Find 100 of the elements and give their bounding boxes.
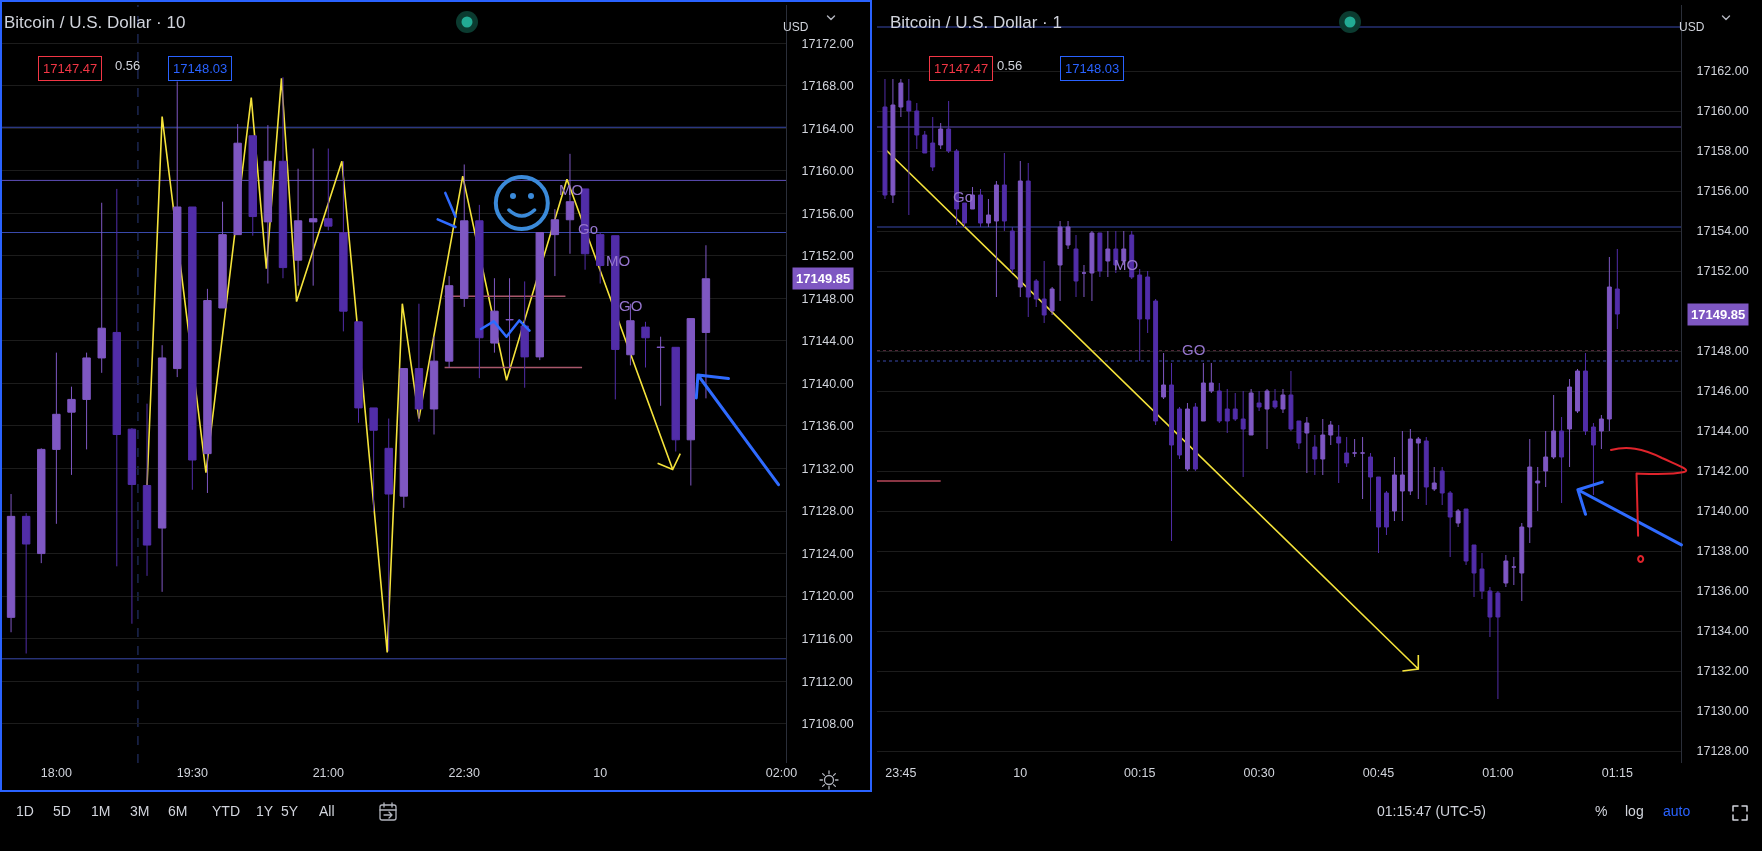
x-tick-label: 18:00 — [40, 765, 73, 780]
candlestick — [21, 512, 31, 654]
candlestick — [354, 321, 363, 424]
y-tick-label: 17140.00 — [801, 376, 854, 391]
candlestick — [1224, 388, 1230, 434]
y-tick-label: 17120.00 — [801, 589, 854, 604]
y-tick-label: 17160.00 — [1696, 104, 1749, 119]
text: 17149.85 — [796, 271, 851, 286]
candlestick — [263, 124, 273, 285]
candlestick — [962, 202, 968, 228]
annotation: USD — [783, 20, 809, 34]
y-tick-label: 17128.00 — [1696, 744, 1749, 759]
candlestick — [1511, 556, 1517, 586]
candlestick — [369, 407, 378, 512]
candlestick — [1001, 152, 1007, 232]
candlestick — [1304, 416, 1310, 474]
candlestick — [1248, 388, 1254, 436]
candlestick — [978, 188, 983, 228]
candlestick — [248, 135, 257, 237]
candlestick — [1017, 160, 1023, 298]
candlestick — [922, 130, 928, 154]
y-tick-label: 17152.00 — [801, 249, 854, 264]
candlestick — [1081, 264, 1087, 298]
candlestick — [1384, 490, 1389, 536]
candlestick — [173, 81, 182, 378]
candlestick — [157, 344, 167, 593]
candlestick — [475, 204, 484, 379]
candlestick — [1344, 436, 1350, 468]
text: log — [1625, 803, 1644, 819]
annotation: GO — [619, 297, 643, 314]
candlestick — [188, 206, 197, 491]
candlestick — [52, 352, 61, 525]
y-tick-label: 17136.00 — [801, 419, 854, 434]
candlestick — [1216, 382, 1222, 424]
x-tick-label: 02:00 — [765, 765, 798, 780]
candlestick — [535, 232, 544, 361]
text: All — [319, 803, 335, 819]
y-tick-label: 17160.00 — [801, 164, 854, 179]
y-tick-label: 17136.00 — [1696, 584, 1749, 599]
candlestick — [1033, 278, 1039, 308]
candlestick — [127, 427, 137, 625]
y-tick-label: 17156.00 — [801, 206, 854, 221]
candlestick — [1312, 434, 1318, 476]
y-tick-label: 17156.00 — [1696, 184, 1749, 199]
y-tick-label: 17132.00 — [801, 461, 854, 476]
text: Bitcoin / U.S. Dollar · 1 — [890, 12, 1062, 32]
text: % — [1595, 803, 1608, 819]
candlestick — [1551, 394, 1557, 460]
candlestick — [112, 188, 122, 567]
candlestick — [1614, 248, 1620, 330]
candlestick — [1391, 456, 1397, 522]
candlestick — [1240, 390, 1246, 478]
candlestick — [1137, 268, 1143, 362]
candlestick — [1145, 270, 1151, 334]
candlestick — [882, 78, 888, 200]
y-tick-label: 17140.00 — [1696, 504, 1749, 519]
candlestick — [1487, 586, 1493, 638]
candlestick — [142, 403, 152, 577]
candlestick — [1200, 362, 1206, 422]
candlestick — [906, 78, 912, 216]
candlestick — [1288, 370, 1294, 432]
candlestick — [399, 368, 409, 509]
annotation: 17147.47 — [934, 61, 989, 76]
candlestick — [1575, 368, 1580, 414]
candlestick — [1320, 418, 1326, 476]
candlestick — [1352, 438, 1358, 458]
candlestick — [1519, 522, 1525, 602]
candlestick — [233, 123, 242, 236]
text: YTD — [212, 803, 240, 819]
annotation: USD — [1679, 20, 1705, 34]
annotation: 17148.03 — [1065, 61, 1120, 76]
candlestick — [986, 198, 991, 228]
text: 1Y — [256, 803, 274, 819]
candlestick — [218, 201, 227, 309]
x-tick-label: 21:00 — [312, 765, 344, 780]
candlestick — [1376, 476, 1381, 554]
candlestick — [1185, 402, 1190, 472]
y-tick-label: 17138.00 — [1696, 544, 1749, 559]
y-tick-label: 17128.00 — [801, 504, 854, 519]
candlestick — [1097, 232, 1103, 278]
candlestick — [1089, 230, 1095, 302]
candlestick — [414, 303, 424, 423]
annotation: 17147.47 — [43, 61, 98, 76]
x-tick-label: 23:45 — [885, 765, 917, 780]
candlestick — [1041, 260, 1047, 324]
candlestick — [1455, 508, 1461, 528]
candlestick — [1256, 390, 1262, 412]
candlestick — [1264, 388, 1270, 450]
candlestick — [1025, 162, 1031, 318]
y-tick-label: 17162.00 — [1696, 64, 1749, 79]
candlestick — [460, 163, 469, 308]
candlestick — [1567, 378, 1572, 468]
y-tick-label: 17146.00 — [1696, 384, 1749, 399]
candlestick — [1415, 436, 1421, 500]
candlestick — [1423, 436, 1429, 506]
y-tick-label: 17108.00 — [801, 717, 854, 732]
candlestick — [1192, 402, 1198, 472]
y-tick-label: 17116.00 — [801, 631, 853, 646]
candlestick — [1471, 544, 1477, 598]
candlestick — [278, 76, 288, 279]
